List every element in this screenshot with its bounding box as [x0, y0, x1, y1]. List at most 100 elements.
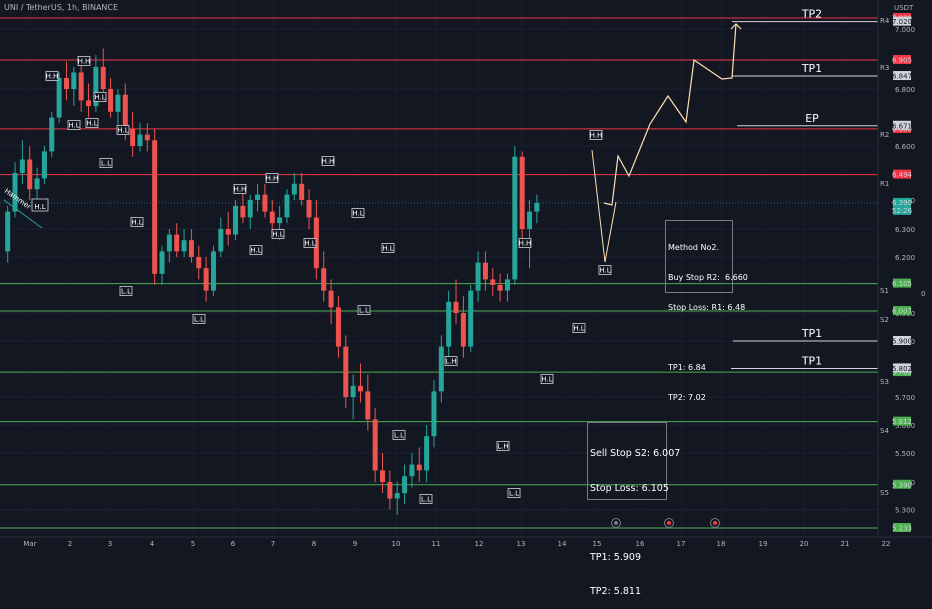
x-tick-label: 21: [841, 540, 850, 548]
hl-label-box: [116, 125, 130, 135]
hl-label: H.L: [94, 94, 105, 102]
x-tick-label: 19: [759, 540, 768, 548]
x-tick-label: 20: [800, 540, 809, 548]
candle-body: [512, 156, 518, 280]
axis-panel: [878, 0, 932, 550]
hl-label-box: [598, 265, 612, 275]
hl-label: H.L: [272, 231, 283, 239]
hl-label: H.H: [78, 58, 91, 66]
candle-body: [438, 346, 444, 392]
hl-label-box: [99, 158, 113, 168]
level-tag-text: 6.905: [892, 57, 912, 65]
candle-body: [233, 205, 239, 235]
hl-label-box: [45, 71, 59, 81]
hl-label: H.L: [86, 120, 97, 128]
candle-body: [247, 200, 253, 218]
x-tick-label: 9: [353, 540, 357, 548]
level-tag-text: 5.390: [892, 481, 912, 489]
hl-label-box: [67, 120, 81, 130]
annotation-labels: H.H H.H H.L H.L H.L H.L L.L H.L H.L L.L L.L H.H H.H H…: [31, 56, 612, 504]
grid: [0, 28, 878, 511]
hl-label-box: [419, 494, 433, 504]
x-tick-label: 17: [677, 540, 686, 548]
level-tag: [893, 278, 911, 288]
candle-body: [86, 100, 92, 107]
sellstop-note: Sell Stop S2: 6.007 Stop Loss: 6.105 TP1…: [587, 422, 681, 597]
candle-body: [240, 205, 246, 218]
candle-body: [350, 385, 356, 397]
x-tick-label: 8: [312, 540, 316, 548]
candle-body: [174, 234, 180, 252]
candle-body: [41, 151, 47, 179]
hl-label: H.L: [117, 127, 128, 135]
x-tick-label: 4: [150, 540, 155, 548]
candle-body: [188, 240, 194, 257]
hl-label: L.L: [509, 490, 519, 498]
level-tag: [893, 416, 911, 426]
level-name: S2: [880, 316, 889, 324]
note-line: TP1: 5.909: [590, 551, 641, 563]
hl-label-box: [233, 184, 247, 194]
y-tick-label: 5.500: [895, 450, 915, 458]
level-name: S4: [880, 427, 889, 435]
hl-label-box: [351, 208, 365, 218]
target-name: EP: [805, 112, 819, 125]
hl-label-box: [271, 229, 285, 239]
candle-body: [12, 173, 18, 212]
hl-label-box: [507, 488, 521, 498]
candle-body: [152, 140, 158, 274]
hammer-line: [3, 199, 43, 229]
level-tag: [893, 55, 911, 64]
level-name: R1: [880, 180, 889, 188]
target-tag: [893, 363, 911, 373]
hl-label: H.H: [519, 240, 532, 248]
note-line: Stop Loss: R1: 6.48: [668, 303, 746, 312]
level-name: R2: [880, 131, 889, 139]
candle-body: [365, 391, 371, 420]
hl-label-box: [192, 314, 206, 324]
hl-label-box: [357, 305, 371, 315]
hl-label: H.H: [266, 175, 279, 183]
y-tick-label: 6.300: [895, 226, 915, 234]
level-name: S3: [880, 378, 889, 386]
candle-body: [284, 194, 290, 218]
hl-label: L.L: [101, 160, 111, 168]
level-lines: [0, 17, 878, 529]
note-line: [590, 517, 666, 529]
hl-label: H.L: [352, 210, 363, 218]
hl-label-box: [303, 238, 317, 248]
candle-body: [27, 159, 33, 190]
x-tick-label: 11: [432, 540, 441, 548]
note-line: TP1: 6.84: [668, 363, 706, 372]
candle-body: [269, 211, 275, 224]
note-line: Sell Stop S2: 6.007: [590, 448, 681, 459]
hl-label-box: [93, 92, 107, 102]
level-tag: [893, 523, 911, 532]
x-tick-label: Mar: [23, 540, 36, 548]
y-tick-label: 5.300: [895, 507, 915, 515]
candle-body: [306, 200, 312, 218]
hl-label: H.L: [573, 325, 584, 333]
hl-label-box: [77, 56, 91, 66]
candle-body: [446, 301, 452, 347]
note-line: [668, 333, 732, 343]
x-tick-label: 10: [392, 540, 401, 548]
candle-body: [78, 72, 84, 101]
candle-body: [291, 183, 297, 195]
hl-label: L.H: [445, 358, 456, 366]
x-tick-label: 12: [475, 540, 484, 548]
level-name: S1: [880, 287, 889, 295]
candle-body: [196, 257, 202, 269]
note-line: Method No2.: [668, 243, 720, 252]
candle-body: [460, 313, 466, 347]
x-tick-label: 3: [108, 540, 112, 548]
y-tick-label: 6.800: [895, 86, 915, 94]
hl-label: H.H: [322, 158, 335, 166]
candle-body: [159, 251, 165, 274]
candle-body: [424, 436, 430, 471]
candle-body: [357, 385, 363, 392]
level-tag: [893, 306, 911, 316]
hl-label-box: [496, 441, 510, 451]
